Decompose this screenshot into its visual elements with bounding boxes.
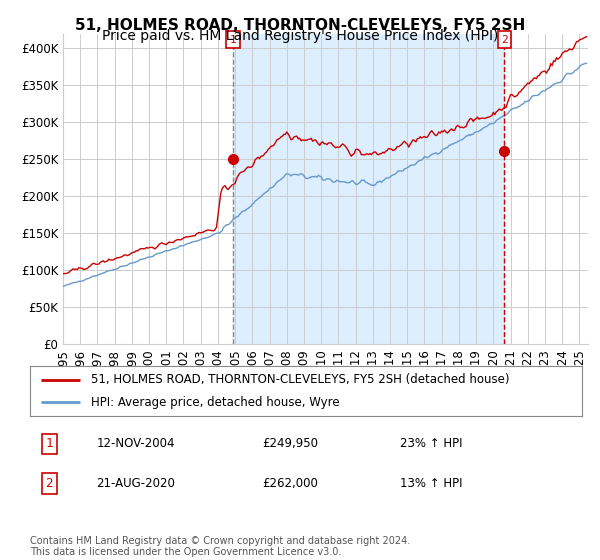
Text: 51, HOLMES ROAD, THORNTON-CLEVELEYS, FY5 2SH (detached house): 51, HOLMES ROAD, THORNTON-CLEVELEYS, FY5… — [91, 373, 509, 386]
Text: £249,950: £249,950 — [262, 437, 318, 450]
Text: £262,000: £262,000 — [262, 477, 318, 490]
Text: 51, HOLMES ROAD, THORNTON-CLEVELEYS, FY5 2SH: 51, HOLMES ROAD, THORNTON-CLEVELEYS, FY5… — [75, 18, 525, 33]
Text: Contains HM Land Registry data © Crown copyright and database right 2024.
This d: Contains HM Land Registry data © Crown c… — [30, 535, 410, 557]
Bar — [233, 34, 505, 344]
Text: 23% ↑ HPI: 23% ↑ HPI — [400, 437, 463, 450]
Text: 1: 1 — [46, 437, 53, 450]
Text: 2: 2 — [46, 477, 53, 490]
Text: 21-AUG-2020: 21-AUG-2020 — [96, 477, 175, 490]
Text: 1: 1 — [230, 35, 236, 45]
Text: HPI: Average price, detached house, Wyre: HPI: Average price, detached house, Wyre — [91, 396, 340, 409]
Text: 13% ↑ HPI: 13% ↑ HPI — [400, 477, 463, 490]
Text: Price paid vs. HM Land Registry's House Price Index (HPI): Price paid vs. HM Land Registry's House … — [102, 29, 498, 43]
Text: 2: 2 — [501, 35, 508, 45]
Text: 12-NOV-2004: 12-NOV-2004 — [96, 437, 175, 450]
